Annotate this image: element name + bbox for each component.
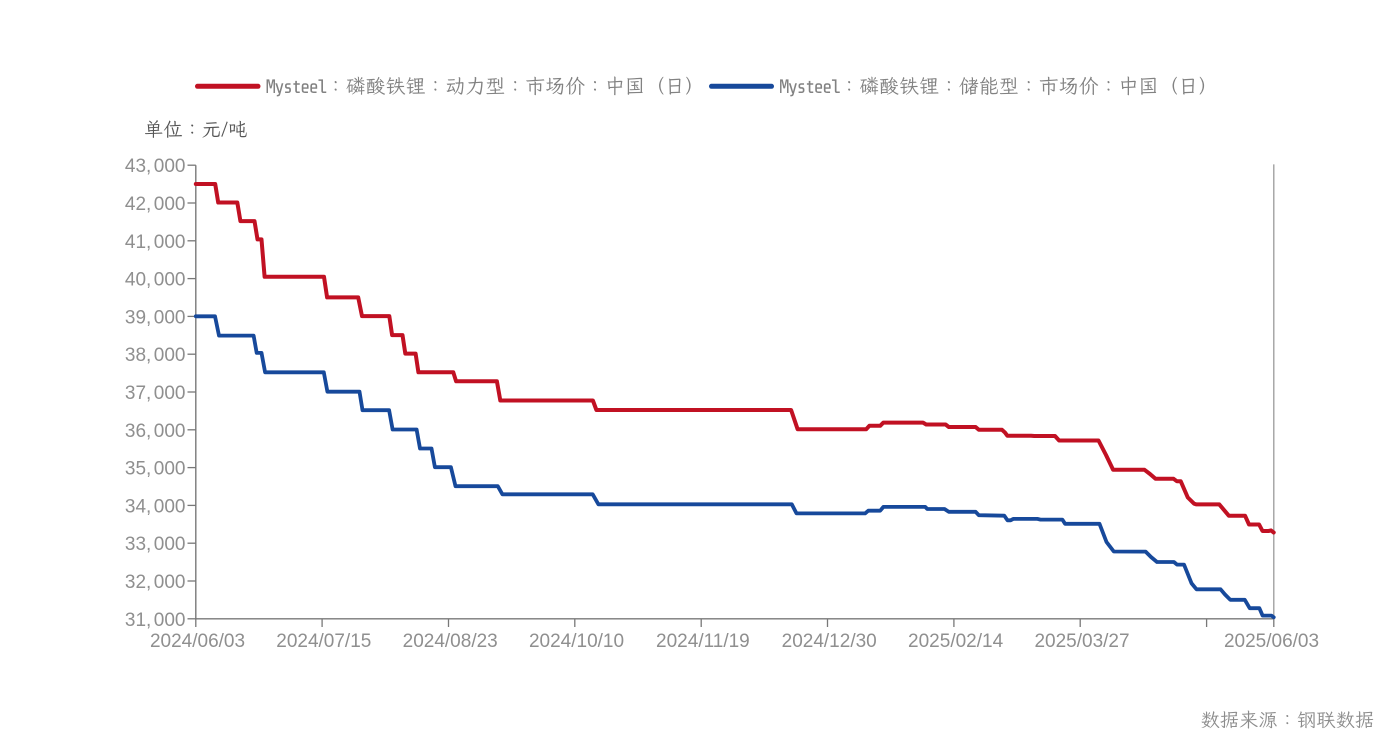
svg-text:39,000: 39, 000 [125, 307, 186, 328]
svg-text:2024/06/03: 2024/06/03 [150, 631, 245, 652]
svg-text:2025/06/03: 2025/06/03 [1224, 631, 1319, 652]
svg-text:38,000: 38, 000 [125, 345, 186, 366]
svg-text:2024/08/23: 2024/08/23 [403, 631, 498, 652]
svg-text:33,000: 33, 000 [125, 534, 186, 555]
svg-text:2025/02/14: 2025/02/14 [908, 631, 1004, 652]
svg-text:34,000: 34, 000 [125, 496, 186, 517]
svg-text:41,000: 41, 000 [125, 232, 186, 253]
svg-text:2024/10/10: 2024/10/10 [529, 631, 624, 652]
svg-text:2024/11/19: 2024/11/19 [656, 631, 750, 652]
svg-text:43,000: 43, 000 [125, 156, 186, 177]
svg-text:2024/12/30: 2024/12/30 [782, 631, 877, 652]
svg-text:2024/07/15: 2024/07/15 [276, 631, 371, 652]
svg-text:36,000: 36, 000 [125, 421, 186, 442]
svg-text:2025/03/27: 2025/03/27 [1034, 631, 1129, 652]
svg-text:31,000: 31, 000 [125, 610, 186, 631]
svg-text:42,000: 42, 000 [125, 194, 186, 215]
svg-text:32,000: 32, 000 [125, 572, 186, 593]
svg-text:35,000: 35, 000 [125, 459, 186, 480]
svg-text:40,000: 40, 000 [125, 270, 186, 291]
svg-text:37,000: 37, 000 [125, 383, 186, 404]
